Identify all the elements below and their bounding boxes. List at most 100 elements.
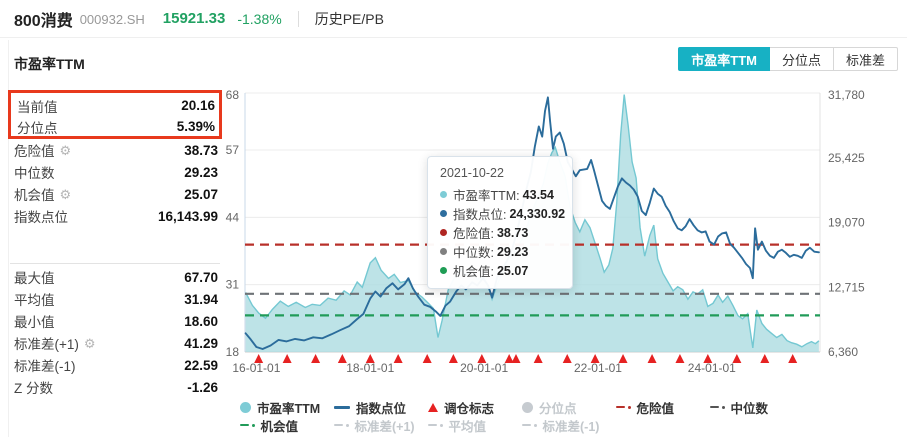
metric-tabs: 市盈率TTM 分位点 标准差 (678, 47, 898, 71)
stat-label: 最小值 (14, 315, 55, 330)
tooltip-series-label: 危险值: (453, 227, 494, 241)
stat-row: 平均值 31.94 (8, 288, 222, 310)
legend-item[interactable]: 危险值 (616, 398, 710, 416)
stats-group-thresholds: 危险值 ⚙ 38.73 中位数 29.23 机会值 ⚙ 25.07 指数点位 16,143.99 (8, 139, 222, 227)
tooltip-row: 中位数: 29.23 (440, 242, 560, 261)
stat-label: 指数点位 (14, 210, 68, 225)
legend-label: 危险值 (636, 401, 675, 416)
rebalance-marker-icon (422, 354, 432, 363)
tooltip-series-label: 中位数: (453, 246, 494, 260)
panel-title: 市盈率TTM (14, 56, 85, 72)
stat-row: 最大值 67.70 (8, 266, 222, 288)
tooltip-series-value: 25.07 (496, 263, 529, 278)
stat-value: 41.29 (184, 335, 218, 351)
index-change: -1.38% (237, 10, 282, 27)
axis-tick-label: 18 (226, 345, 240, 359)
stat-value: 18.60 (184, 313, 218, 329)
tooltip-series-dot (440, 248, 447, 255)
rebalance-marker-icon (562, 354, 572, 363)
legend-item[interactable]: 市盈率TTM (240, 398, 334, 416)
chart-tooltip: 2021-10-22 市盈率TTM: 43.54 指数点位: 24,330.92 危险值… (427, 156, 573, 289)
gear-icon[interactable]: ⚙ (59, 186, 72, 202)
rebalance-marker-icon (337, 354, 347, 363)
tooltip-row: 机会值: 25.07 (440, 261, 560, 280)
stat-value: -1.26 (187, 379, 218, 395)
tooltip-series-value: 38.73 (496, 225, 529, 240)
legend-label: 平均值 (448, 419, 487, 434)
axis-tick-label: 18-01-01 (346, 361, 394, 375)
tab-pe-ttm[interactable]: 市盈率TTM (678, 47, 770, 71)
tooltip-row: 危险值: 38.73 (440, 223, 560, 242)
menu-history-pe-pb[interactable]: 历史PE/PB (314, 10, 384, 27)
gear-icon[interactable]: ⚙ (83, 335, 96, 351)
tooltip-row: 指数点位: 24,330.92 (440, 204, 565, 223)
gear-icon[interactable]: ⚙ (59, 142, 72, 158)
stat-value: 67.70 (184, 269, 218, 285)
stat-label: Z 分数 (14, 381, 53, 396)
legend-item[interactable]: 分位点 (522, 398, 616, 416)
axis-tick-label: 31,780 (828, 88, 865, 102)
legend-item[interactable]: 机会值 (240, 416, 334, 434)
tooltip-series-value: 29.23 (496, 244, 529, 259)
rebalance-marker-icon (647, 354, 657, 363)
series-index-line (244, 96, 820, 350)
axis-tick-label: 12,715 (828, 280, 865, 294)
legend-item[interactable]: 标准差(-1) (522, 416, 616, 434)
tab-std-dev[interactable]: 标准差 (832, 47, 898, 71)
legend-swatch-dashdot (240, 423, 255, 427)
axis-tick-label: 22-01-01 (574, 361, 622, 375)
sidebar-border (8, 40, 9, 437)
tooltip-date: 2021-10-22 (440, 166, 504, 180)
legend-swatch-dashdot (710, 405, 725, 409)
stat-label: 标准差(-1) (14, 359, 76, 374)
legend-item[interactable]: 指数点位 (334, 398, 428, 416)
legend-swatch-line (334, 405, 350, 409)
rebalance-marker-icon (511, 354, 521, 363)
legend-swatch-dashdot (334, 423, 349, 427)
tooltip-series-dot (440, 229, 447, 236)
stat-row: 机会值 ⚙ 25.07 (8, 183, 222, 205)
legend-swatch-triangle (428, 402, 438, 412)
axis-tick-label: 25,425 (828, 151, 865, 165)
stat-value: 22.59 (184, 357, 218, 373)
tab-percentile[interactable]: 分位点 (768, 47, 834, 71)
rebalance-marker-icon (393, 354, 403, 363)
rebalance-marker-icon (760, 354, 770, 363)
legend-item[interactable]: 调仓标志 (428, 398, 522, 416)
stat-row: 危险值 ⚙ 38.73 (8, 139, 222, 161)
stat-value: 25.07 (184, 186, 218, 202)
axis-tick-label: 24-01-01 (688, 361, 736, 375)
legend-swatch-dashdot (616, 405, 631, 409)
stat-row: 当前值 20.16 (11, 95, 219, 116)
legend-label: 标准差(+1) (354, 419, 415, 434)
index-name: 800消费 (14, 12, 73, 30)
stat-row: 中位数 29.23 (8, 161, 222, 183)
current-value-highlight-box: 当前值 20.16 分位点 5.39% (8, 90, 222, 139)
stat-label: 分位点 (17, 120, 58, 136)
legend-label: 调仓标志 (444, 401, 495, 416)
legend-swatch-dashdot (428, 423, 443, 427)
stat-value: 29.23 (184, 164, 218, 180)
axis-tick-label: 20-01-01 (460, 361, 508, 375)
legend-item[interactable]: 平均值 (428, 416, 522, 434)
rebalance-marker-icon (533, 354, 543, 363)
legend-item[interactable]: 标准差(+1) (334, 416, 428, 434)
legend-label: 市盈率TTM (257, 401, 321, 416)
rebalance-marker-icon (311, 354, 321, 363)
tooltip-series-dot (440, 191, 447, 198)
legend-item[interactable]: 中位数 (710, 398, 804, 416)
tooltip-series-dot (440, 210, 447, 217)
rebalance-marker-icon (254, 354, 264, 363)
stat-value: 31.94 (184, 291, 218, 307)
legend-swatch-circle (240, 401, 251, 413)
chart-legend: 市盈率TTM 指数点位 调仓标志 分位点 危险值 中位数机会值 标准差(+1) 平均值 标准差(… (240, 398, 890, 434)
axis-tick-label: 6,360 (828, 345, 858, 359)
stat-label: 最大值 (14, 271, 55, 286)
stat-row: 指数点位 16,143.99 (8, 205, 222, 227)
sidebar-divider (10, 263, 220, 264)
legend-swatch-circle (522, 401, 533, 413)
stat-label: 当前值 (17, 99, 58, 115)
stat-label: 危险值 ⚙ (14, 142, 72, 160)
stats-group-extremes: 最大值 67.70 平均值 31.94 最小值 18.60 标准差(+1) ⚙ 41.29 标准差… (8, 266, 222, 398)
